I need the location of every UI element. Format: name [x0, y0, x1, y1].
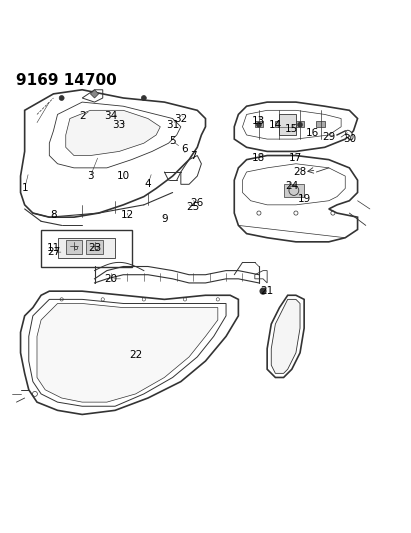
Text: 25: 25: [187, 202, 200, 212]
Text: 21: 21: [261, 286, 274, 296]
Text: 29: 29: [322, 132, 335, 142]
Ellipse shape: [346, 130, 353, 140]
Text: 15: 15: [285, 124, 298, 134]
Text: 27: 27: [47, 247, 60, 257]
Text: 28: 28: [293, 167, 307, 177]
Text: 7: 7: [190, 150, 196, 160]
Circle shape: [260, 288, 266, 294]
Text: 24: 24: [285, 181, 298, 191]
Polygon shape: [284, 184, 304, 197]
Polygon shape: [66, 110, 160, 156]
Text: 23: 23: [88, 243, 101, 253]
Text: 9169 14700: 9169 14700: [16, 74, 117, 88]
Text: 18: 18: [252, 152, 266, 163]
Text: 20: 20: [104, 274, 118, 284]
Polygon shape: [296, 120, 304, 127]
Text: 30: 30: [343, 134, 356, 144]
Polygon shape: [90, 90, 99, 98]
Polygon shape: [66, 240, 82, 254]
Text: 22: 22: [129, 350, 142, 360]
Polygon shape: [316, 120, 325, 127]
Text: 12: 12: [121, 210, 134, 220]
Text: 34: 34: [104, 111, 118, 122]
Text: 14: 14: [269, 120, 282, 130]
Polygon shape: [37, 303, 218, 402]
Polygon shape: [58, 238, 115, 259]
Polygon shape: [271, 300, 300, 373]
Text: 3: 3: [87, 171, 94, 181]
Text: 17: 17: [289, 152, 302, 163]
Text: 2: 2: [79, 111, 85, 122]
Circle shape: [141, 95, 146, 100]
Circle shape: [257, 123, 261, 127]
Text: 10: 10: [117, 171, 130, 181]
Bar: [41, 230, 132, 266]
Text: 33: 33: [113, 120, 126, 130]
Polygon shape: [279, 115, 296, 135]
Circle shape: [298, 123, 302, 127]
Text: 13: 13: [252, 116, 266, 126]
Text: 11: 11: [47, 243, 60, 253]
Text: 19: 19: [298, 193, 311, 204]
Polygon shape: [86, 240, 103, 254]
Text: 5: 5: [169, 136, 176, 146]
Polygon shape: [255, 120, 263, 127]
Text: 32: 32: [174, 114, 187, 124]
Text: 4: 4: [145, 179, 151, 189]
Text: 6: 6: [182, 144, 188, 155]
Text: 26: 26: [191, 198, 204, 208]
Circle shape: [59, 95, 64, 100]
Text: 8: 8: [50, 210, 57, 220]
Polygon shape: [275, 120, 284, 127]
Text: 31: 31: [166, 120, 179, 130]
Text: 1: 1: [21, 183, 28, 193]
Text: 16: 16: [306, 128, 319, 138]
Text: 9: 9: [161, 214, 168, 224]
